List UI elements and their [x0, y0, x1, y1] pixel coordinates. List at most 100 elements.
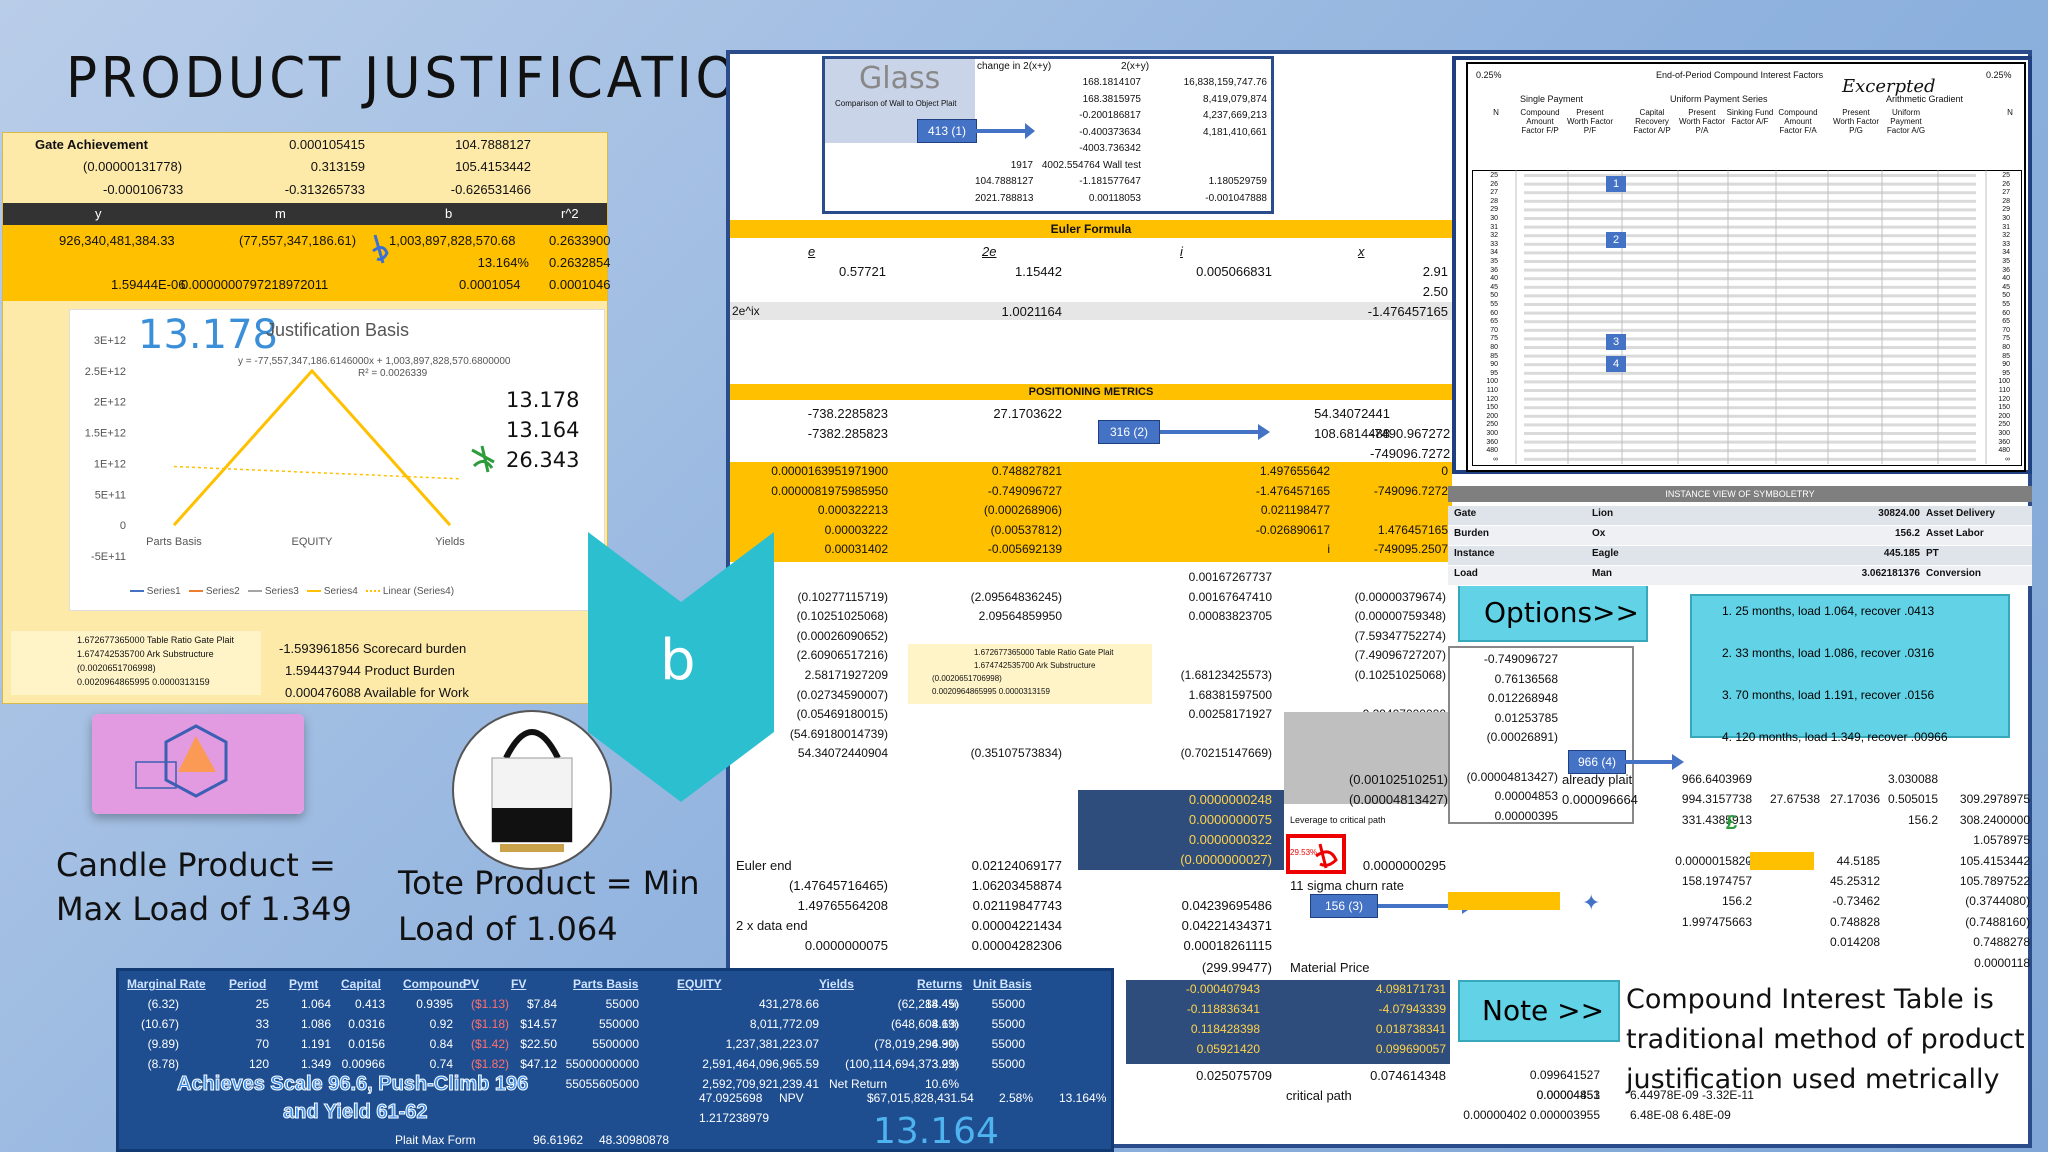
mid-small-box: 1.672677365000 Table Ratio Gate Plait 1.… [908, 644, 1152, 704]
interest-pct: 0.25% [1476, 70, 1502, 80]
interest-n: 480 [1998, 447, 2010, 455]
mid-cell: 2.58171927209 [804, 668, 888, 682]
x-tick-label: EQUITY [292, 536, 334, 548]
instance-cell: Gate [1454, 508, 1477, 519]
interest-n: 40 [2002, 275, 2010, 283]
interest-n: 60 [1490, 309, 1498, 317]
mid-cell: 0.00167267737 [1188, 570, 1272, 584]
returns-table: Marginal Rate Period Pymt Capital Compound PV… [116, 968, 1114, 1152]
excerpted-label: Excerpted [1842, 76, 1936, 97]
red-pen-annotation-icon [1315, 843, 1338, 869]
far-bottom-cell: 6.44978E-09 -3.32E-11 [1630, 1088, 1754, 1102]
right-cell: 105.7897522 [1959, 874, 2030, 888]
interest-n: 95 [1490, 369, 1498, 377]
gold-cell: 0.021198477 [1260, 503, 1330, 517]
glass-cell: -1.181577647 [1079, 176, 1141, 187]
returns-cell: 1,237,381,223.07 [725, 1037, 819, 1051]
right-cell: 994.3157738 [1681, 792, 1752, 807]
lower-value: 0.00004221434 [971, 918, 1062, 933]
returns-cell: 0.9395 [416, 997, 453, 1011]
returns-cell: $47.12 [520, 1057, 557, 1071]
interest-n: 110 [1486, 387, 1498, 394]
candle-line-1: Candle Product = [56, 846, 336, 884]
instance-cell: Asset Delivery [1926, 508, 1995, 519]
returns-cell: 8,011,772.09 [749, 1017, 819, 1031]
grey-block [1284, 712, 1450, 804]
chart-subtitle: Justification Basis [266, 320, 410, 340]
navy-value: 0.0000000248 [1188, 792, 1272, 807]
options-value: 0.01253785 [1494, 710, 1558, 725]
far-bottom-cell: 0.00004853 [1536, 1088, 1600, 1102]
returns-cell: 0.0156 [348, 1037, 385, 1051]
returns-extra: 48.30980878 [599, 1133, 670, 1147]
product-burden: 1.594437944 Product Burden [285, 663, 455, 678]
y-tick-label: 5E+11 [95, 489, 126, 501]
interest-n: 30 [1490, 215, 1498, 222]
interest-table: 0.25% End-of-Period Compound Interest Fa… [1452, 56, 2032, 474]
interest-n: 36 [1490, 266, 1498, 274]
glass-cell: 0.00118053 [1088, 192, 1141, 204]
interest-n: 34 [1490, 249, 1498, 257]
lower-value: 1.06203458874 [971, 878, 1062, 893]
positioning-gold-band [730, 462, 1452, 562]
instance-cell: Man [1592, 568, 1612, 579]
side-value: 13.178 [506, 388, 580, 412]
interest-n: 27 [2002, 189, 2010, 197]
navy-bottom-cell: -0.000407943 [1185, 982, 1260, 996]
leverage-label: Leverage to critical path [1290, 815, 1386, 825]
candle-line-2: Max Load of 1.349 [56, 890, 352, 928]
returns-cell: 5500000 [592, 1037, 639, 1051]
data-end-label: 2 x data end [736, 918, 808, 933]
watermark-text: and Yield 61-62 [283, 1101, 429, 1124]
glass-cell: -0.001047888 [1205, 192, 1267, 204]
legend-item: Series3 [264, 586, 299, 597]
gold-cell: -0.026890617 [1255, 522, 1330, 537]
note-button[interactable]: Note >> [1458, 980, 1620, 1042]
mid-cell: (2.60906517216) [796, 648, 888, 663]
mid-cell: (7.49096727207) [1354, 648, 1446, 663]
interest-n: 100 [1486, 378, 1498, 386]
instance-cell: Lion [1592, 508, 1614, 519]
lower-value: (299.99477) [1201, 960, 1272, 975]
mid-cell: 0.00258171927 [1188, 707, 1272, 722]
mid-cell: (0.70215147669) [1180, 746, 1272, 761]
returns-cell: 1.349 [300, 1057, 331, 1071]
interest-n: 60 [2002, 309, 2010, 317]
navy-bottom-cell: 0.118428398 [1190, 1022, 1260, 1036]
returns-cell: ($1.42) [470, 1037, 509, 1051]
options-value: (0.00004813427) [1466, 769, 1558, 784]
gate-achievement-label: Gate Achievement [35, 137, 148, 152]
euler-value: -1.476457165 [1367, 304, 1448, 319]
options-value: 0.00004853 [1494, 789, 1558, 804]
interest-grid [1472, 170, 2022, 466]
gold-cell: i [1327, 542, 1330, 556]
lower-value: (1.47645716465) [788, 878, 888, 893]
instance-row [1448, 526, 2032, 546]
options-list: 1. 25 months, load 1.064, recover .0413 … [1690, 594, 2010, 744]
interest-n: 300 [1486, 430, 1498, 437]
instance-cell: PT [1926, 548, 1939, 559]
euler-value: 2.91 [1422, 264, 1448, 279]
interest-n: 200 [1998, 412, 2010, 420]
interest-n: 360 [1998, 438, 2010, 446]
options-button[interactable]: Options>> [1458, 584, 1648, 642]
interest-n: 25 [2002, 172, 2010, 179]
mid-cell: 2.09564859950 [978, 609, 1062, 624]
y-tick-label: 2E+12 [94, 397, 126, 409]
right-cell: -0.73462 [1832, 894, 1880, 909]
tote-product-image [452, 710, 612, 870]
positioning-header: POSITIONING METRICS [730, 384, 1452, 400]
right-cell: 158.1974757 [1681, 874, 1752, 888]
glass-cell: 168.1814107 [1082, 77, 1141, 88]
returns-cell: 55000 [991, 1017, 1025, 1031]
returns-cell: 70 [255, 1037, 269, 1051]
lower-value: 0.04221434371 [1181, 918, 1272, 933]
returns-cell: 0.413 [354, 997, 385, 1011]
interest-n: 31 [1490, 223, 1498, 231]
interest-n: 28 [1490, 197, 1498, 205]
returns-cell: (8.78) [147, 1057, 179, 1071]
interest-n: 85 [2002, 352, 2010, 360]
returns-cell: 55000 [991, 997, 1025, 1011]
interest-n: 32 [2002, 232, 2010, 240]
scorecard-burden: -1.593961856 Scorecard burden [279, 641, 467, 656]
